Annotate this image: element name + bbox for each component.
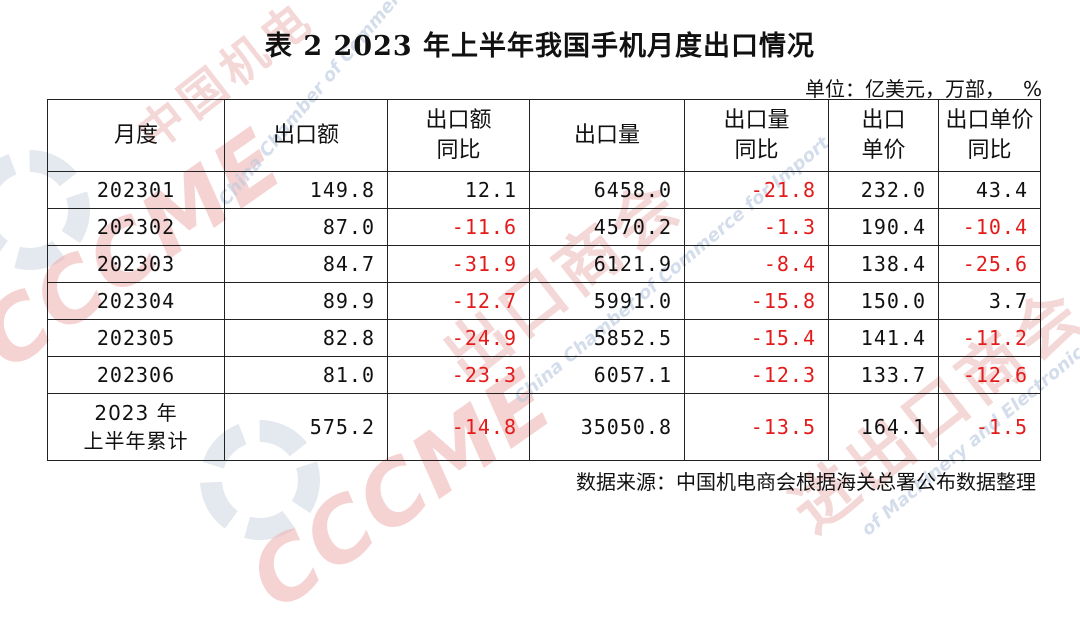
export-value-cell: 81.0 <box>224 356 388 394</box>
volume-cell: 5852.5 <box>529 319 685 357</box>
header-cell: 出口量 同比 <box>684 99 829 172</box>
header-cell: 出口单价 同比 <box>938 99 1041 172</box>
unit-price-cell: 133.7 <box>828 356 939 394</box>
month-cell: 202305 <box>47 319 225 357</box>
table-row: 202305 82.8 -24.9 5852.5 -15.4 141.4 -11… <box>47 319 1041 357</box>
header-cell: 出口额 <box>224 99 388 172</box>
export-value-cell: 82.8 <box>224 319 388 357</box>
month-cell: 202302 <box>47 208 225 246</box>
value-yoy-cell: -23.3 <box>387 356 530 394</box>
unit-label: 单位：亿美元，万部， <box>804 77 1005 101</box>
volume-yoy-cell: -13.5 <box>684 393 829 461</box>
volume-cell: 6458.0 <box>529 171 685 209</box>
price-yoy-cell: -1.5 <box>938 393 1041 461</box>
value-yoy-cell: -31.9 <box>387 245 530 283</box>
volume-yoy-cell: -21.8 <box>684 171 829 209</box>
export-value-cell: 149.8 <box>224 171 388 209</box>
export-value-cell: 84.7 <box>224 245 388 283</box>
price-yoy-cell: -11.2 <box>938 319 1041 357</box>
value-yoy-cell: -11.6 <box>387 208 530 246</box>
cumulative-row: 2023 年上半年累计 575.2 -14.8 35050.8 -13.5 16… <box>47 393 1041 461</box>
table-title: 表 2 2023 年上半年我国手机月度出口情况 <box>264 31 816 62</box>
export-value-cell: 575.2 <box>224 393 388 461</box>
volume-cell: 6121.9 <box>529 245 685 283</box>
price-yoy-cell: 3.7 <box>938 282 1041 320</box>
volume-cell: 35050.8 <box>529 393 685 461</box>
value-yoy-cell: 12.1 <box>387 171 530 209</box>
export-table: 月度 出口额 出口额 同比 出口量 出口量 同比 出口 单价 出口单价 同比 20230… <box>47 99 1041 461</box>
volume-cell: 6057.1 <box>529 356 685 394</box>
unit-price-cell: 164.1 <box>828 393 939 461</box>
header-cell: 出口 单价 <box>828 99 939 172</box>
month-cell: 202303 <box>47 245 225 283</box>
volume-yoy-cell: -12.3 <box>684 356 829 394</box>
price-yoy-cell: -25.6 <box>938 245 1041 283</box>
volume-yoy-cell: -8.4 <box>684 245 829 283</box>
month-cell: 202304 <box>47 282 225 320</box>
data-source-note: 数据来源：中国机电商会根据海关总署公布数据整理 <box>576 470 1036 494</box>
unit-price-cell: 150.0 <box>828 282 939 320</box>
volume-yoy-cell: -15.4 <box>684 319 829 357</box>
unit-price-cell: 141.4 <box>828 319 939 357</box>
export-value-cell: 89.9 <box>224 282 388 320</box>
unit-price-cell: 138.4 <box>828 245 939 283</box>
header-cell: 月度 <box>47 99 225 172</box>
value-yoy-cell: -12.7 <box>387 282 530 320</box>
cumulative-label-line1: 2023 年 <box>94 401 178 425</box>
volume-yoy-cell: -15.8 <box>684 282 829 320</box>
volume-cell: 5991.0 <box>529 282 685 320</box>
price-yoy-cell: 43.4 <box>938 171 1041 209</box>
unit-note: 单位：亿美元，万部，% <box>805 73 1042 102</box>
table-row: 202302 87.0 -11.6 4570.2 -1.3 190.4 -10.… <box>47 208 1041 246</box>
table-row: 202306 81.0 -23.3 6057.1 -12.3 133.7 -12… <box>47 356 1041 394</box>
header-row: 月度 出口额 出口额 同比 出口量 出口量 同比 出口 单价 出口单价 同比 <box>47 99 1041 172</box>
value-yoy-cell: -24.9 <box>387 319 530 357</box>
value-yoy-cell: -14.8 <box>387 393 530 461</box>
price-yoy-cell: -12.6 <box>938 356 1041 394</box>
export-value-cell: 87.0 <box>224 208 388 246</box>
volume-yoy-cell: -1.3 <box>684 208 829 246</box>
table-row: 202301 149.8 12.1 6458.0 -21.8 232.0 43.… <box>47 171 1041 209</box>
month-cell: 202301 <box>47 171 225 209</box>
month-cell: 202306 <box>47 356 225 394</box>
price-yoy-cell: -10.4 <box>938 208 1041 246</box>
unit-percent: % <box>1022 77 1042 101</box>
volume-cell: 4570.2 <box>529 208 685 246</box>
cumulative-label-cell: 2023 年上半年累计 <box>47 393 225 461</box>
unit-price-cell: 232.0 <box>828 171 939 209</box>
table-row: 202303 84.7 -31.9 6121.9 -8.4 138.4 -25.… <box>47 245 1041 283</box>
header-cell: 出口量 <box>529 99 685 172</box>
table-row: 202304 89.9 -12.7 5991.0 -15.8 150.0 3.7 <box>47 282 1041 320</box>
header-cell: 出口额 同比 <box>387 99 530 172</box>
unit-price-cell: 190.4 <box>828 208 939 246</box>
cumulative-label-line2: 上半年累计 <box>83 429 189 453</box>
